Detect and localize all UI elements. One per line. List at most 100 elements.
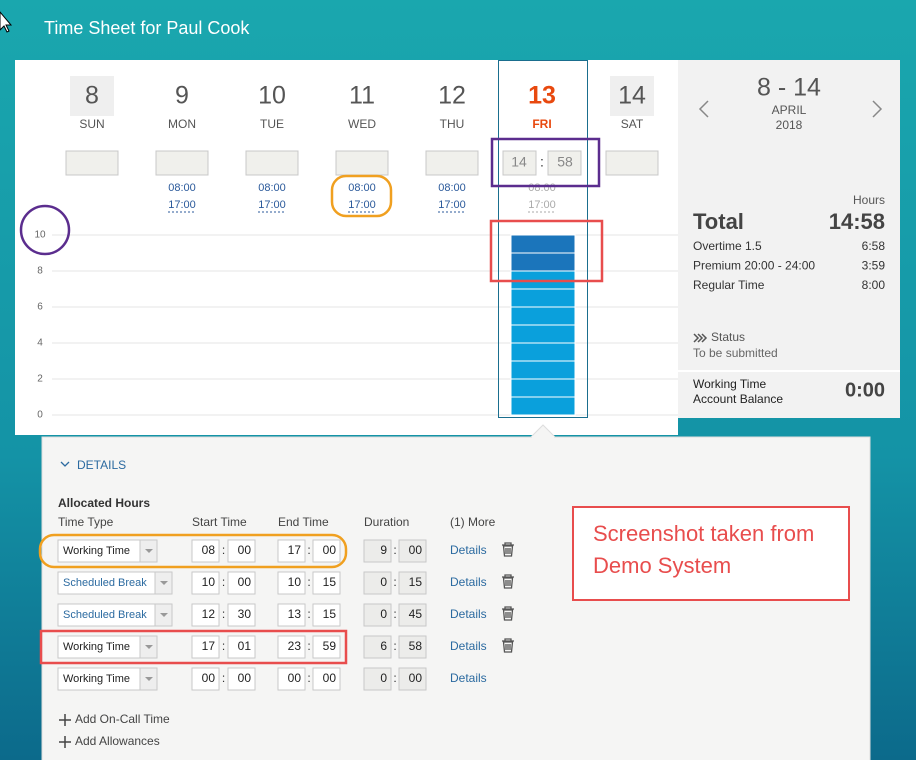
delete-icon[interactable] <box>502 542 514 557</box>
minutes-input <box>547 150 582 176</box>
details-link[interactable]: Details <box>450 575 487 589</box>
time-value[interactable]: 00 <box>323 671 337 685</box>
delete-icon[interactable] <box>502 638 514 653</box>
select-arrow <box>160 613 168 617</box>
separator: : <box>393 543 396 557</box>
delete-icon[interactable] <box>502 606 514 621</box>
time-value[interactable]: 00 <box>323 543 337 557</box>
bar-segment <box>510 324 576 344</box>
time-input <box>191 603 220 627</box>
time-type[interactable]: Working Time <box>63 641 130 653</box>
add-action[interactable]: Add Allowances <box>75 734 160 748</box>
separator: : <box>222 575 225 589</box>
day-name[interactable]: SUN <box>79 117 104 131</box>
column-header: Start Time <box>192 515 247 529</box>
time-input <box>363 539 392 563</box>
planned-end: 17:00 <box>168 199 196 211</box>
time-value: 9 <box>380 543 387 557</box>
time-input <box>363 667 392 691</box>
time-value[interactable]: 10 <box>288 575 302 589</box>
day-name[interactable]: FRI <box>532 117 551 131</box>
hours-input <box>335 150 389 176</box>
details-toggle[interactable]: DETAILS <box>77 458 126 472</box>
summary-row-value: 8:00 <box>862 278 886 292</box>
time-type[interactable]: Scheduled Break <box>63 609 147 621</box>
delete-icon[interactable] <box>502 574 514 589</box>
time-value[interactable]: 10 <box>202 575 216 589</box>
bar-segment <box>510 252 576 272</box>
time-value: 00 <box>409 543 423 557</box>
time-value[interactable]: 12 <box>202 607 216 621</box>
time-type[interactable]: Working Time <box>63 673 130 685</box>
time-input <box>227 603 256 627</box>
time-value[interactable]: 15 <box>323 575 337 589</box>
details-link[interactable]: Details <box>450 639 487 653</box>
add-icon <box>59 736 71 748</box>
details-link[interactable]: Details <box>450 543 487 557</box>
time-input <box>363 635 392 659</box>
time-value[interactable]: 00 <box>238 543 252 557</box>
time-value[interactable]: 23 <box>288 639 302 653</box>
time-value: 58 <box>409 639 423 653</box>
bar-segment <box>510 378 576 398</box>
day-number[interactable]: 11 <box>349 82 375 110</box>
y-tick-label: 4 <box>37 338 43 349</box>
weekend-highlight <box>610 76 654 116</box>
status-label[interactable]: Status <box>711 330 745 344</box>
time-value[interactable]: 00 <box>238 575 252 589</box>
time-value[interactable]: 13 <box>288 607 302 621</box>
next-week[interactable] <box>872 100 883 118</box>
period-month: APRIL <box>772 103 807 117</box>
summary-row-label: Overtime 1.5 <box>693 239 762 253</box>
details-link[interactable]: Details <box>450 671 487 685</box>
planned-end: 17:00 <box>528 199 556 211</box>
day-number[interactable]: 10 <box>258 82 286 110</box>
total-value: 14:58 <box>829 209 885 234</box>
day-name[interactable]: WED <box>348 117 376 131</box>
time-value[interactable]: 00 <box>238 671 252 685</box>
day-number[interactable]: 9 <box>175 82 189 110</box>
hours-input <box>65 150 119 176</box>
day-number[interactable]: 8 <box>85 82 99 110</box>
day-name[interactable]: MON <box>168 117 196 131</box>
time-value: 0 <box>380 575 387 589</box>
time-value[interactable]: 59 <box>323 639 337 653</box>
time-value[interactable]: 17 <box>202 639 216 653</box>
time-type[interactable]: Scheduled Break <box>63 577 147 589</box>
day-number[interactable]: 13 <box>528 82 556 110</box>
planned-start: 08:00 <box>258 182 286 194</box>
day-name[interactable]: SAT <box>621 117 644 131</box>
bar-segment <box>510 288 576 308</box>
time-value[interactable]: 01 <box>238 639 252 653</box>
summary-row-label: Regular Time <box>693 278 765 292</box>
add-action[interactable]: Add On-Call Time <box>75 712 170 726</box>
day-name[interactable]: THU <box>440 117 465 131</box>
time-value: 00 <box>409 671 423 685</box>
time-value[interactable]: 00 <box>202 671 216 685</box>
planned-start: 08:00 <box>348 182 376 194</box>
y-tick-label: 2 <box>37 374 43 385</box>
hours-value: 14 <box>511 154 527 170</box>
bar-segment <box>510 342 576 362</box>
time-value[interactable]: 15 <box>323 607 337 621</box>
day-name[interactable]: TUE <box>260 117 284 131</box>
time-input <box>398 571 427 595</box>
annotation-note-box <box>572 506 850 601</box>
time-value[interactable]: 08 <box>202 543 216 557</box>
summary-panel <box>678 60 900 418</box>
time-type[interactable]: Working Time <box>63 545 130 557</box>
bar-segment <box>510 306 576 326</box>
time-input <box>191 539 220 563</box>
time-value[interactable]: 30 <box>238 607 252 621</box>
day-number[interactable]: 12 <box>438 82 466 110</box>
time-value[interactable]: 00 <box>288 671 302 685</box>
annotation-circle <box>19 204 71 256</box>
details-link[interactable]: Details <box>450 607 487 621</box>
time-value[interactable]: 17 <box>288 543 302 557</box>
annotation-box <box>490 137 601 188</box>
summary-row-value: 3:59 <box>862 259 886 273</box>
prev-week[interactable] <box>698 100 709 118</box>
balance-value: 0:00 <box>845 379 885 401</box>
day-number[interactable]: 14 <box>618 82 646 110</box>
